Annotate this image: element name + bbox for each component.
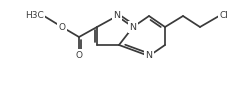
Text: N: N <box>146 51 153 61</box>
Text: O: O <box>75 51 82 59</box>
Text: N: N <box>114 12 120 21</box>
Text: H3C: H3C <box>25 12 44 21</box>
Text: O: O <box>59 23 66 32</box>
Text: Cl: Cl <box>219 12 228 21</box>
Text: N: N <box>129 23 136 32</box>
